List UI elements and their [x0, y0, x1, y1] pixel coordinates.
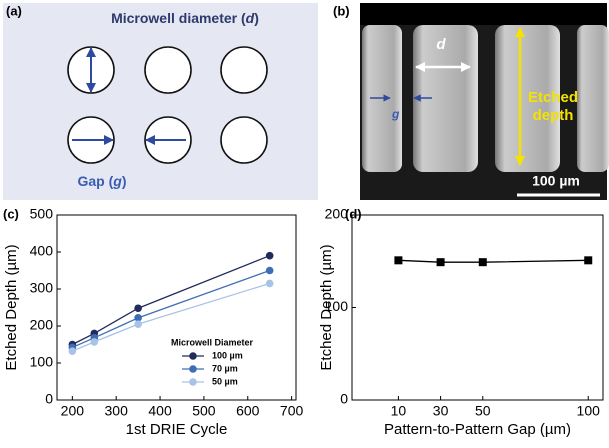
- text: Gap (: [77, 173, 113, 189]
- pillar: [577, 25, 609, 172]
- legend-label: 70 µm: [212, 363, 238, 373]
- x-tick-label: 600: [236, 403, 260, 419]
- legend-label: 50 µm: [212, 376, 238, 386]
- panel-label: (d): [345, 206, 362, 221]
- text: g: [112, 173, 122, 189]
- y-tick-label: 200: [30, 317, 54, 333]
- series-line: [72, 255, 270, 346]
- text: Microwell diameter (: [111, 10, 246, 26]
- diameter-label: Microwell diameter (d): [111, 10, 259, 26]
- d-label: d: [436, 36, 446, 53]
- plot-frame: [56, 214, 297, 401]
- well: [144, 46, 192, 94]
- series-line: [72, 269, 270, 349]
- y-tick-label: 500: [30, 206, 54, 222]
- well: [220, 46, 268, 94]
- legend-marker: [189, 365, 197, 373]
- g-label: g: [391, 107, 400, 121]
- marker: [134, 314, 142, 322]
- panel-label: (b): [333, 3, 350, 18]
- marker: [478, 258, 487, 267]
- text: d: [246, 10, 255, 26]
- scale-bar-label: 100 µm: [532, 173, 580, 189]
- x-axis-title: 1st DRIE Cycle: [126, 421, 228, 438]
- x-tick-label: 200: [61, 403, 85, 419]
- series-line: [72, 282, 270, 352]
- x-axis-title: Pattern-to-Pattern Gap (µm): [384, 421, 571, 438]
- legend-title: Microwell Diameter: [171, 337, 254, 347]
- panel-background: [3, 3, 318, 200]
- y-axis-title: Etched Depth (µm): [318, 244, 335, 370]
- panel-b: (b) d g Etched depth 100 µm: [333, 3, 609, 200]
- depth-label: Etched: [528, 89, 578, 106]
- depth-label: depth: [533, 107, 574, 124]
- marker: [265, 279, 274, 288]
- panel-label: (a): [6, 3, 22, 18]
- panel-a: (a) Microwell diameter (d) Gap (g): [3, 3, 318, 200]
- y-tick-label: 100: [30, 354, 54, 370]
- plot-frame: [351, 214, 604, 401]
- x-tick-label: 30: [433, 403, 449, 419]
- y-tick-label: 0: [45, 391, 53, 407]
- marker: [134, 320, 142, 328]
- x-tick-label: 700: [280, 403, 304, 419]
- marker: [394, 256, 403, 265]
- marker: [90, 338, 99, 346]
- marker: [68, 347, 77, 355]
- x-tick-label: 300: [105, 403, 129, 419]
- text: ): [254, 10, 259, 26]
- marker: [265, 251, 274, 260]
- x-tick-label: 100: [577, 403, 601, 419]
- marker: [584, 256, 593, 265]
- legend-marker: [189, 352, 197, 360]
- pillar: [495, 25, 560, 172]
- gap-label: Gap (g): [77, 173, 126, 189]
- well: [220, 116, 268, 164]
- y-tick-label: 400: [30, 243, 54, 259]
- y-tick-label: 200: [325, 206, 349, 222]
- panel-label: (c): [3, 206, 19, 221]
- text: ): [122, 173, 127, 189]
- x-tick-label: 50: [475, 403, 491, 419]
- marker: [134, 304, 142, 313]
- y-axis-title: Etched Depth (µm): [3, 244, 20, 370]
- sem-top: [360, 3, 607, 25]
- y-tick-label: 0: [340, 391, 348, 407]
- y-tick-label: 100: [325, 298, 349, 314]
- x-tick-label: 500: [192, 403, 216, 419]
- y-tick-label: 300: [30, 280, 54, 296]
- x-tick-label: 10: [391, 403, 407, 419]
- x-tick-label: 400: [148, 403, 172, 419]
- pillar: [413, 25, 478, 172]
- marker: [265, 266, 274, 275]
- legend-label: 100 µm: [212, 350, 243, 360]
- marker: [436, 258, 445, 267]
- legend-marker: [189, 378, 197, 386]
- series-line: [398, 259, 589, 263]
